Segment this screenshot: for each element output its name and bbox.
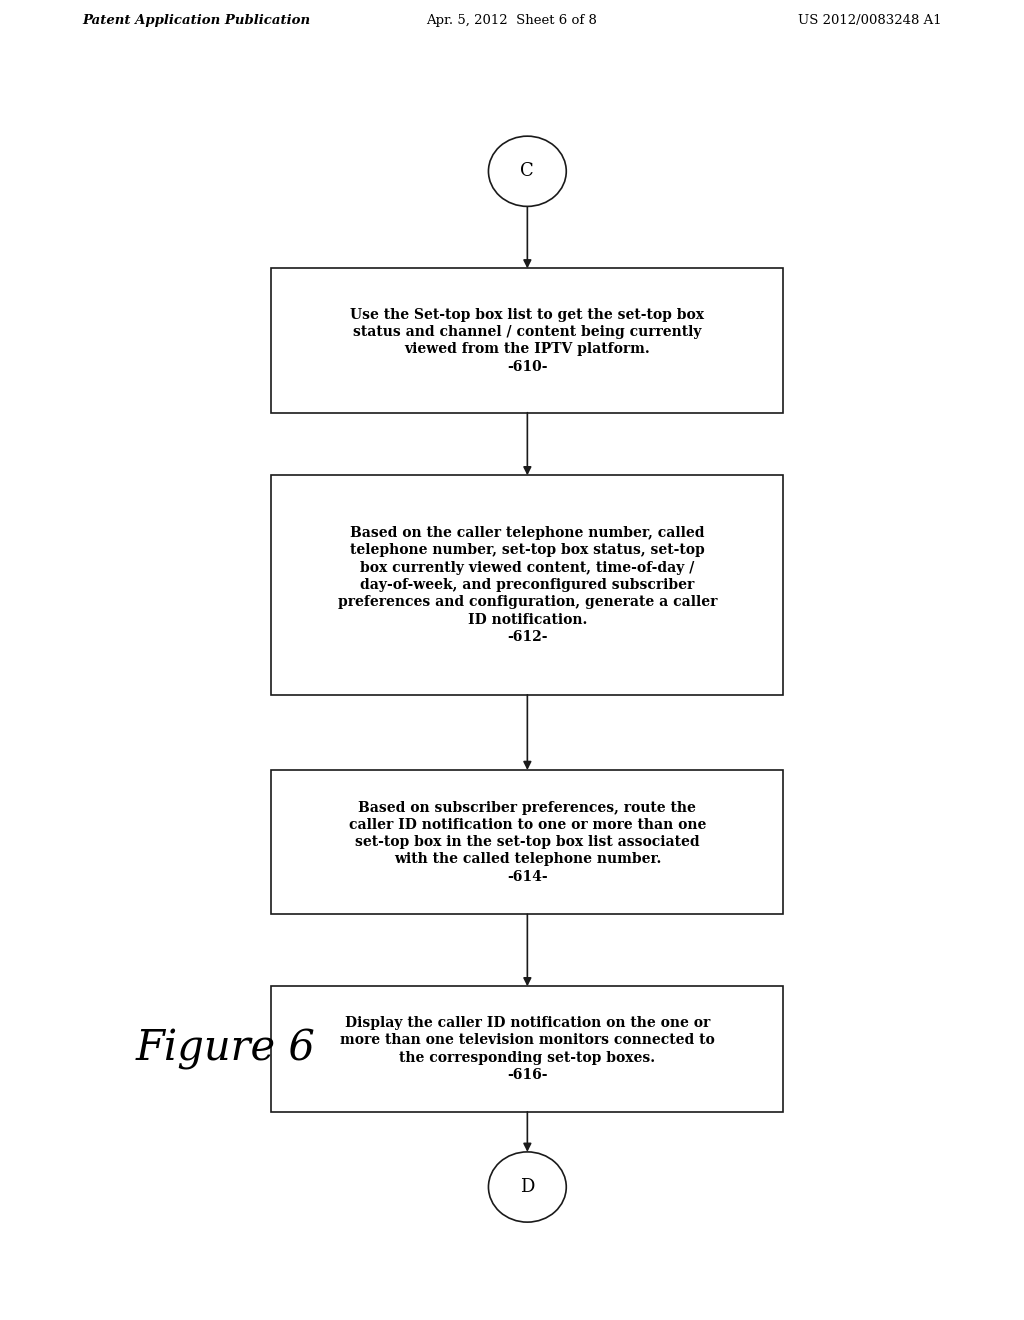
Text: D: D bbox=[520, 1177, 535, 1196]
Text: US 2012/0083248 A1: US 2012/0083248 A1 bbox=[799, 15, 942, 28]
Text: Use the Set-top box list to get the set-top box
status and channel / content bei: Use the Set-top box list to get the set-… bbox=[350, 308, 705, 374]
Text: Based on the caller telephone number, called
telephone number, set-top box statu: Based on the caller telephone number, ca… bbox=[338, 527, 717, 644]
FancyBboxPatch shape bbox=[271, 475, 783, 694]
Ellipse shape bbox=[488, 1152, 566, 1222]
Text: C: C bbox=[520, 162, 535, 181]
FancyBboxPatch shape bbox=[271, 268, 783, 413]
FancyBboxPatch shape bbox=[271, 770, 783, 915]
Text: Display the caller ID notification on the one or
more than one television monito: Display the caller ID notification on th… bbox=[340, 1016, 715, 1082]
Ellipse shape bbox=[488, 136, 566, 206]
FancyBboxPatch shape bbox=[271, 986, 783, 1111]
Text: Based on subscriber preferences, route the
caller ID notification to one or more: Based on subscriber preferences, route t… bbox=[349, 800, 706, 884]
Text: Patent Application Publication: Patent Application Publication bbox=[82, 15, 310, 28]
Text: Apr. 5, 2012  Sheet 6 of 8: Apr. 5, 2012 Sheet 6 of 8 bbox=[427, 15, 597, 28]
Text: Figure 6: Figure 6 bbox=[135, 1028, 315, 1071]
